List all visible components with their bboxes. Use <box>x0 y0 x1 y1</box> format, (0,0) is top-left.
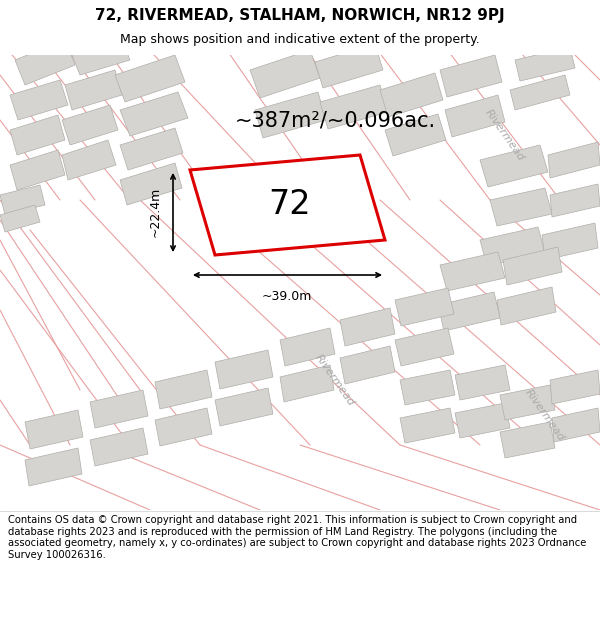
Polygon shape <box>480 145 548 187</box>
Polygon shape <box>280 365 334 402</box>
Polygon shape <box>515 47 575 81</box>
Polygon shape <box>315 44 383 88</box>
Polygon shape <box>548 142 600 178</box>
Polygon shape <box>550 370 600 404</box>
Polygon shape <box>440 55 502 97</box>
Polygon shape <box>320 85 388 129</box>
Polygon shape <box>70 35 130 75</box>
Polygon shape <box>115 55 185 102</box>
Polygon shape <box>400 408 455 443</box>
Polygon shape <box>0 205 40 232</box>
Polygon shape <box>120 163 182 205</box>
Polygon shape <box>503 247 562 285</box>
Polygon shape <box>440 252 505 291</box>
Polygon shape <box>552 408 600 442</box>
Polygon shape <box>380 73 443 117</box>
Polygon shape <box>25 410 83 449</box>
Text: ~387m²/~0.096ac.: ~387m²/~0.096ac. <box>235 110 436 130</box>
Text: ~22.4m: ~22.4m <box>149 187 162 237</box>
Polygon shape <box>455 365 510 400</box>
Polygon shape <box>215 350 273 389</box>
Polygon shape <box>542 223 598 260</box>
Polygon shape <box>120 128 183 170</box>
Text: 72, RIVERMEAD, STALHAM, NORWICH, NR12 9PJ: 72, RIVERMEAD, STALHAM, NORWICH, NR12 9P… <box>95 8 505 23</box>
Text: ~39.0m: ~39.0m <box>262 290 312 303</box>
Polygon shape <box>10 150 65 190</box>
Text: Rivermead: Rivermead <box>313 352 356 408</box>
Polygon shape <box>340 308 395 346</box>
Polygon shape <box>438 292 500 331</box>
Polygon shape <box>497 287 556 325</box>
Text: Rivermead: Rivermead <box>484 107 527 162</box>
Polygon shape <box>395 328 454 366</box>
Polygon shape <box>65 70 122 110</box>
Polygon shape <box>155 370 212 409</box>
Polygon shape <box>400 370 455 405</box>
Polygon shape <box>445 95 505 137</box>
Polygon shape <box>455 403 510 438</box>
Text: 72: 72 <box>269 189 311 221</box>
Polygon shape <box>62 105 118 145</box>
Polygon shape <box>190 155 385 255</box>
Text: Rivermead: Rivermead <box>523 388 566 442</box>
Polygon shape <box>500 385 555 420</box>
Polygon shape <box>10 115 65 155</box>
Polygon shape <box>510 75 570 110</box>
Polygon shape <box>340 346 395 384</box>
Polygon shape <box>120 92 188 136</box>
Polygon shape <box>62 140 116 180</box>
Polygon shape <box>0 185 45 215</box>
Polygon shape <box>15 40 75 85</box>
Polygon shape <box>10 80 68 120</box>
Polygon shape <box>550 184 600 217</box>
Polygon shape <box>90 390 148 428</box>
Polygon shape <box>255 92 326 138</box>
Polygon shape <box>480 227 545 266</box>
Polygon shape <box>155 408 212 446</box>
Polygon shape <box>25 448 82 486</box>
Polygon shape <box>500 422 555 458</box>
Polygon shape <box>90 428 148 466</box>
Polygon shape <box>385 114 446 156</box>
Polygon shape <box>215 388 273 426</box>
Polygon shape <box>490 188 552 226</box>
Polygon shape <box>280 328 335 366</box>
Polygon shape <box>395 288 454 326</box>
Polygon shape <box>250 50 320 98</box>
Text: Map shows position and indicative extent of the property.: Map shows position and indicative extent… <box>120 33 480 46</box>
Text: Contains OS data © Crown copyright and database right 2021. This information is : Contains OS data © Crown copyright and d… <box>8 515 586 560</box>
